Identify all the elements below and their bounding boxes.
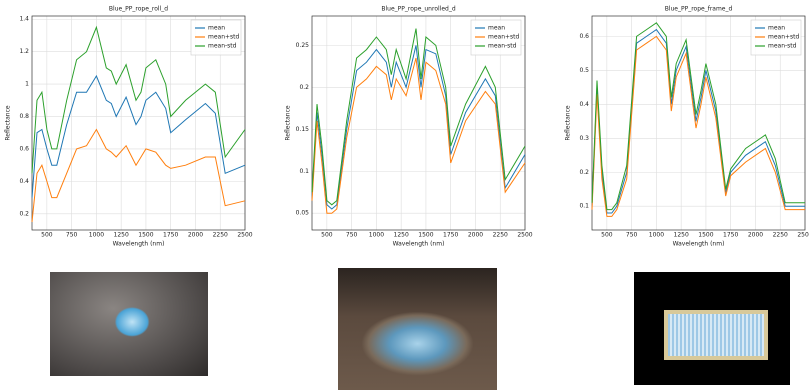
y-tick-label: 0.3 [579,135,589,142]
x-tick-label: 1250 [114,232,129,239]
y-tick-label: 0.6 [579,33,589,40]
chart: Blue_PP_rope_frame_d Wavelength (nm) Refle… [565,6,809,248]
x-tick-label: 1750 [443,232,458,239]
x-tick-label: 500 [601,232,613,239]
x-tick-label: 1750 [163,232,178,239]
x-tick-label: 2250 [773,232,788,239]
x-axis-label: Wavelength (nm) [393,241,445,248]
x-tick-label: 750 [66,232,78,239]
y-tick-label: 0.4 [19,178,29,185]
y-tick-label: 0.4 [579,101,589,108]
x-tick-label: 2000 [468,232,483,239]
y-tick-label: 0.1 [299,168,309,175]
series-line [591,28,805,214]
legend-label: mean [208,25,225,32]
plot-frame [311,15,526,231]
chart-title: Blue_PP_rope_frame_d [665,6,733,13]
y-tick-label: 0.5 [579,67,589,74]
series-line [31,128,246,222]
x-axis-label: Wavelength (nm) [673,241,725,248]
legend-label: mean-std [768,43,797,50]
x-tick-label: 750 [626,232,638,239]
x-tick-label: 500 [321,232,333,239]
x-tick-label: 1750 [723,232,738,239]
x-tick-label: 1000 [89,232,104,239]
series-line [591,22,805,211]
photo-unrolled [338,268,497,390]
legend-label: mean [488,25,505,32]
y-tick-label: 0.6 [19,145,29,152]
y-tick-label: 0.05 [296,210,310,217]
series-line [591,35,805,217]
y-axis-label: Reflectance [565,105,572,140]
legend-label: mean-std [488,43,517,50]
series-line [311,45,526,210]
x-tick-label: 1250 [394,232,409,239]
x-tick-label: 1000 [369,232,384,239]
x-tick-label: 2500 [797,232,809,239]
x-tick-label: 500 [41,232,53,239]
frame [664,310,768,360]
y-axis-label: Reflectance [5,105,12,140]
chart: Blue_PP_rope_unrolled_d Wavelength (nm) Re… [285,6,533,248]
photo-frame [634,272,790,385]
x-tick-label: 2250 [213,232,228,239]
x-tick-label: 1000 [649,232,664,239]
series-line [311,57,526,214]
x-tick-label: 2000 [188,232,203,239]
legend-label: mean+std [768,34,800,41]
y-tick-label: 1.2 [19,48,29,55]
chart: Blue_PP_rope_roll_d Wavelength (nm) Reflec… [5,6,253,248]
plot-frame [591,15,806,231]
x-tick-label: 2500 [237,232,252,239]
y-tick-label: 0.2 [299,84,309,91]
y-tick-label: 0.2 [579,169,589,176]
plot-frame [31,15,246,231]
y-tick-label: 1.4 [19,16,29,23]
legend-label: mean [768,25,785,32]
x-tick-label: 1500 [698,232,713,239]
y-tick-label: 0.2 [19,210,29,217]
series-line [31,25,246,174]
y-axis-label: Reflectance [285,105,292,140]
y-tick-label: 0.25 [296,42,310,49]
photo-roll [50,272,208,376]
x-tick-label: 2000 [748,232,763,239]
chart-title: Blue_PP_rope_roll_d [109,6,168,13]
x-tick-label: 2250 [493,232,508,239]
x-tick-label: 1250 [674,232,689,239]
legend-label: mean+std [488,34,520,41]
legend-label: mean-std [208,43,237,50]
y-tick-label: 0.8 [19,113,29,120]
y-tick-label: 0.1 [579,203,589,210]
legend-label: mean+std [208,34,240,41]
x-tick-label: 750 [346,232,358,239]
y-tick-label: 0.15 [296,126,310,133]
charts: Blue_PP_rope_roll_d Wavelength (nm) Reflec… [5,6,809,248]
y-tick-label: 1 [25,81,29,88]
series-line [31,74,246,198]
x-axis-label: Wavelength (nm) [113,241,165,248]
chart-title: Blue_PP_rope_unrolled_d [381,6,455,13]
x-tick-label: 1500 [138,232,153,239]
x-tick-label: 2500 [517,232,532,239]
x-tick-label: 1500 [418,232,433,239]
series-line [311,28,526,206]
